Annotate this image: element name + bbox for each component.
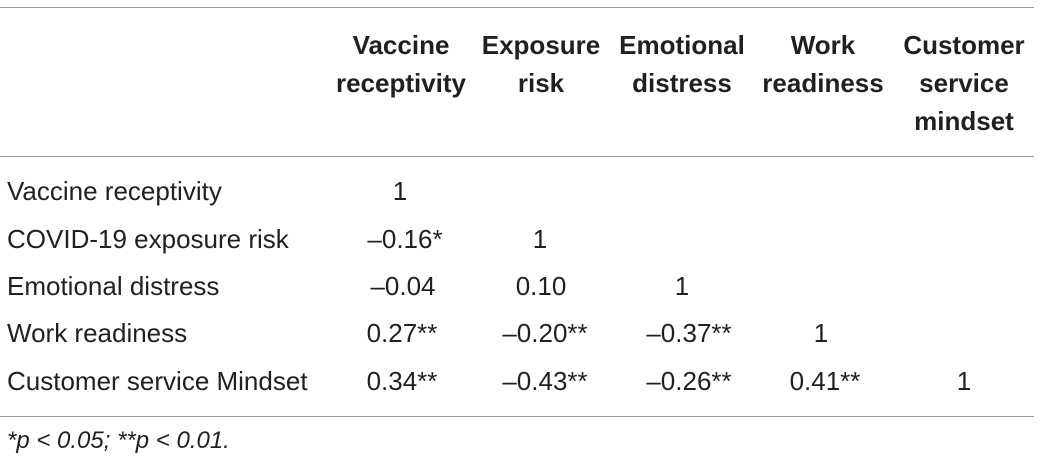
table-cell: –0.43**	[502, 366, 588, 396]
row-label-vaccine-receptivity: Vaccine receptivity	[7, 176, 222, 206]
column-header-vaccine-receptivity: Vaccine receptivity	[335, 30, 467, 98]
header-separator-rule	[0, 156, 1034, 157]
column-header-exposure-risk: Exposure risk	[481, 30, 601, 98]
table-cell: 1	[956, 366, 972, 396]
table-cell: 0.34**	[366, 366, 438, 396]
table-cell: –0.16*	[367, 224, 443, 254]
table-cell: 1	[532, 224, 548, 254]
row-label-covid-exposure-risk: COVID-19 exposure risk	[7, 224, 289, 254]
table-cell: –0.37**	[646, 318, 732, 348]
table-cell: 0.10	[515, 271, 567, 301]
table-bottom-rule	[0, 416, 1034, 417]
table-cell: 1	[392, 176, 408, 206]
column-header-work-readiness: Work readiness	[762, 30, 884, 98]
table-cell: 1	[674, 271, 690, 301]
table-footnote: *p < 0.05; **p < 0.01.	[7, 427, 230, 454]
row-label-emotional-distress: Emotional distress	[7, 271, 220, 301]
row-label-customer-service-mindset: Customer service Mindset	[7, 366, 308, 396]
table-cell: 0.41**	[789, 366, 861, 396]
column-header-emotional-distress: Emotional distress	[619, 30, 745, 98]
column-header-customer-service-mindset: Customer service mindset	[903, 30, 1025, 136]
table-cell: –0.26**	[646, 366, 732, 396]
table-cell: –0.20**	[502, 318, 588, 348]
table-cell: 1	[813, 318, 829, 348]
table-cell: –0.04	[370, 271, 436, 301]
row-label-work-readiness: Work readiness	[7, 318, 188, 348]
table-top-rule	[0, 7, 1034, 8]
table-cell: 0.27**	[366, 318, 438, 348]
